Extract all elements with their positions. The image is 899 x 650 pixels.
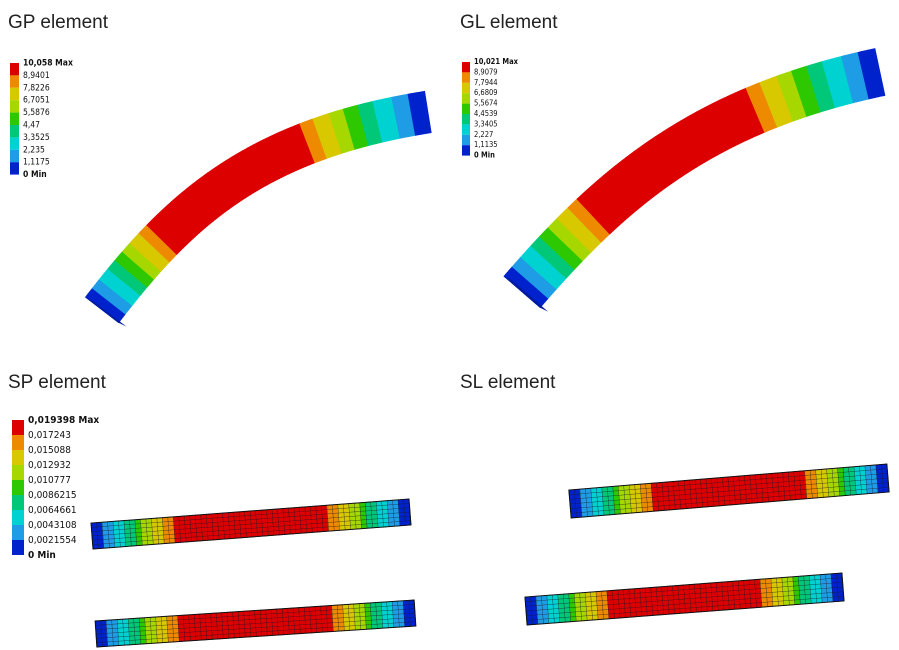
beam xyxy=(91,499,411,549)
figure: GP element GL element SP element SL elem… xyxy=(0,0,899,650)
legend-label: 0,019398 Max xyxy=(28,415,99,426)
legend-label: 0,0021554 xyxy=(28,535,77,546)
legend-label: 8,9401 xyxy=(23,71,50,81)
legend-swatch xyxy=(10,125,19,137)
legend-label: 0,017243 xyxy=(28,430,71,441)
legend-swatch xyxy=(462,124,470,134)
legend-label: 10,021 Max xyxy=(474,57,519,66)
legend-label: 4,47 xyxy=(23,121,40,131)
legend-swatch xyxy=(462,93,470,103)
legend-label: 7,8226 xyxy=(23,83,50,93)
panel-title: GL element xyxy=(460,12,558,33)
legend-swatch xyxy=(10,150,19,162)
legend-swatch xyxy=(462,114,470,124)
legend-label: 8,9079 xyxy=(474,67,498,76)
legend-swatch xyxy=(12,450,24,465)
legend-label: 0 Min xyxy=(23,170,47,180)
legend-swatch xyxy=(12,495,24,510)
legend-swatch xyxy=(462,62,470,72)
legend-swatch xyxy=(12,480,24,495)
legend-swatch xyxy=(12,510,24,525)
legend-label: 6,7051 xyxy=(23,96,50,106)
legend-label: 2,235 xyxy=(23,145,45,155)
legend-label: 7,7944 xyxy=(474,78,498,87)
legend-swatch xyxy=(12,465,24,480)
legend-swatch xyxy=(12,420,24,435)
legend-label: 0 Min xyxy=(28,550,56,561)
legend-swatch xyxy=(10,63,19,75)
beam xyxy=(525,573,844,625)
legend-label: 0,012932 xyxy=(28,460,71,471)
legend-label: 3,3525 xyxy=(23,133,50,143)
legend-label: 2,227 xyxy=(474,130,493,139)
legend-label: 10,058 Max xyxy=(23,59,73,69)
legend-label: 0,010777 xyxy=(28,475,71,486)
legend-label: 1,1175 xyxy=(23,158,50,168)
panel-title: GP element xyxy=(8,12,109,33)
legend-swatch xyxy=(12,540,24,555)
legend-swatch xyxy=(462,72,470,82)
panel-title: SP element xyxy=(8,372,107,393)
legend-swatch xyxy=(10,113,19,125)
legend-label: 0,0043108 xyxy=(28,520,77,531)
legend-swatch xyxy=(10,100,19,112)
legend-swatch xyxy=(10,162,19,174)
beam xyxy=(569,464,889,518)
legend-swatch xyxy=(12,525,24,540)
legend-swatch xyxy=(462,135,470,145)
legend-label: 5,5674 xyxy=(474,99,498,108)
legend-label: 0,0086215 xyxy=(28,490,77,501)
beam xyxy=(95,600,416,647)
legend-label: 6,6809 xyxy=(474,88,498,97)
beam xyxy=(504,49,885,312)
legend-label: 4,4539 xyxy=(474,109,498,118)
legend-swatch xyxy=(462,83,470,93)
legend-swatch xyxy=(462,104,470,114)
legend-label: 0,015088 xyxy=(28,445,71,456)
legend-swatch xyxy=(12,435,24,450)
beam xyxy=(85,91,431,327)
legend-swatch xyxy=(10,75,19,87)
legend-label: 0,0064661 xyxy=(28,505,77,516)
legend-label: 3,3405 xyxy=(474,119,498,128)
panel-title: SL element xyxy=(460,372,556,393)
legend-swatch xyxy=(462,145,470,155)
legend-swatch xyxy=(10,88,19,100)
legend-label: 1,1135 xyxy=(474,140,498,149)
legend-swatch xyxy=(10,137,19,149)
legend-label: 0 Min xyxy=(474,151,495,160)
legend-label: 5,5876 xyxy=(23,108,50,118)
